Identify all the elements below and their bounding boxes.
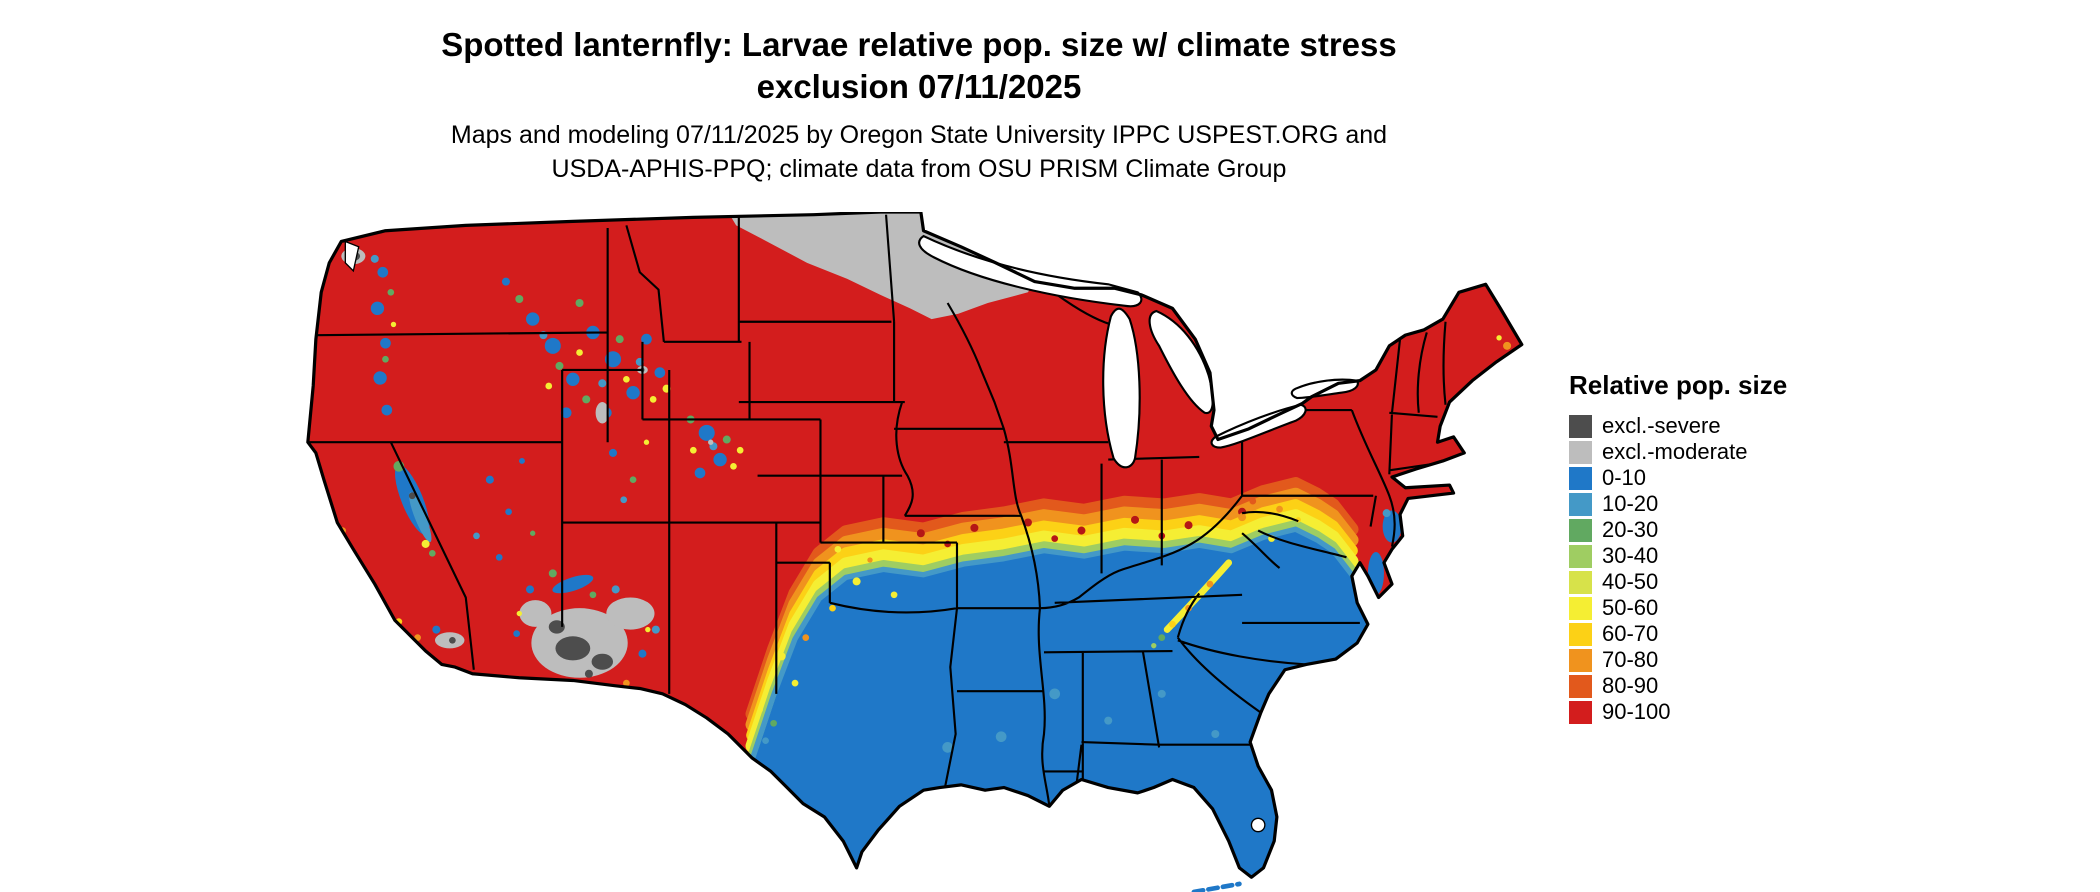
map-subtitle-line1: Maps and modeling 07/11/2025 by Oregon S… — [450, 121, 1388, 149]
legend-item: 20-30 — [1569, 517, 1899, 543]
legend-swatch — [1569, 466, 1592, 490]
us-map-svg — [306, 210, 1524, 892]
legend-item: excl.-severe — [1569, 413, 1899, 439]
map-subtitle: Maps and modeling 07/11/2025 by Oregon S… — [200, 118, 1638, 186]
legend-item: 70-80 — [1569, 647, 1899, 673]
map-title-line2: exclusion 07/11/2025 — [756, 68, 1082, 105]
legend-label: 70-80 — [1602, 647, 1659, 672]
legend-swatch — [1569, 648, 1592, 672]
legend-label: 10-20 — [1602, 491, 1659, 516]
legend-label: 30-40 — [1602, 543, 1659, 568]
legend-swatch — [1569, 570, 1592, 594]
legend-title: Relative pop. size — [1569, 370, 1788, 400]
legend-label: 60-70 — [1602, 621, 1659, 646]
legend-swatch — [1569, 544, 1592, 568]
legend-swatch — [1569, 596, 1592, 620]
legend-swatch — [1569, 674, 1592, 698]
legend-item: 80-90 — [1569, 673, 1899, 699]
legend-item: 60-70 — [1569, 621, 1899, 647]
map-subtitle-line2: USDA-APHIS-PPQ; climate data from OSU PR… — [551, 155, 1287, 183]
legend-label: 50-60 — [1602, 595, 1659, 620]
legend: Relative pop. size excl.-severe excl.-mod… — [1569, 370, 1899, 725]
map-title-line1: Spotted lanternfly: Larvae relative pop.… — [441, 26, 1397, 63]
legend-label: excl.-severe — [1602, 413, 1721, 438]
legend-swatch — [1569, 622, 1592, 646]
legend-label: 80-90 — [1602, 673, 1659, 698]
legend-swatch — [1569, 440, 1592, 464]
legend-item: 40-50 — [1569, 569, 1899, 595]
legend-item: 90-100 — [1569, 699, 1899, 725]
legend-item: excl.-moderate — [1569, 439, 1899, 465]
legend-item: 50-60 — [1569, 595, 1899, 621]
legend-swatch — [1569, 518, 1592, 542]
legend-label: 40-50 — [1602, 569, 1659, 594]
map-title: Spotted lanternfly: Larvae relative pop.… — [200, 24, 1638, 108]
legend-label: excl.-moderate — [1602, 439, 1748, 464]
legend-swatch — [1569, 414, 1592, 438]
legend-label: 90-100 — [1602, 699, 1671, 724]
legend-swatch — [1569, 700, 1592, 724]
legend-item: 0-10 — [1569, 465, 1899, 491]
legend-label: 0-10 — [1602, 465, 1647, 490]
legend-swatch — [1569, 492, 1592, 516]
legend-item: 30-40 — [1569, 543, 1899, 569]
us-choropleth-map — [305, 210, 1526, 892]
legend-items: excl.-severe excl.-moderate 0-10 10-20 20-30… — [1569, 413, 1899, 725]
legend-item: 10-20 — [1569, 491, 1899, 517]
legend-label: 20-30 — [1602, 517, 1659, 542]
